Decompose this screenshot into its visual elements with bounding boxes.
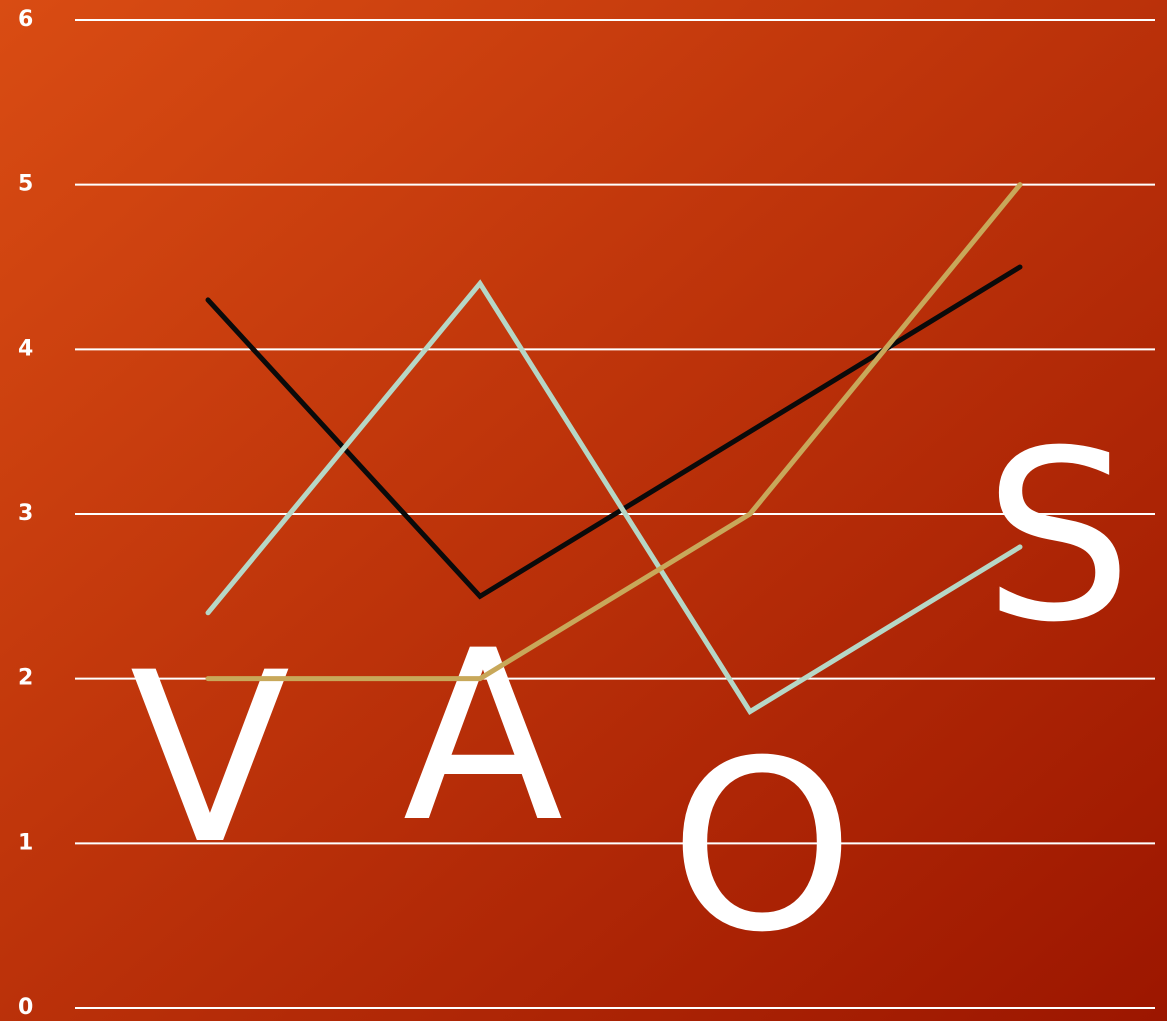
- category-label: O: [670, 711, 855, 984]
- series-line: [205, 279, 1023, 716]
- y-tick-label: 4: [18, 336, 33, 361]
- y-tick-label: 0: [18, 995, 33, 1020]
- y-tick-label: 6: [18, 7, 33, 32]
- category-label: V: [130, 623, 291, 896]
- y-tick-label: 5: [18, 172, 33, 197]
- y-tick-label: 2: [18, 666, 33, 691]
- y-tick-label: 1: [18, 830, 33, 855]
- category-label: S: [983, 401, 1132, 674]
- series-line: [205, 182, 1023, 682]
- y-tick-label: 3: [18, 501, 33, 526]
